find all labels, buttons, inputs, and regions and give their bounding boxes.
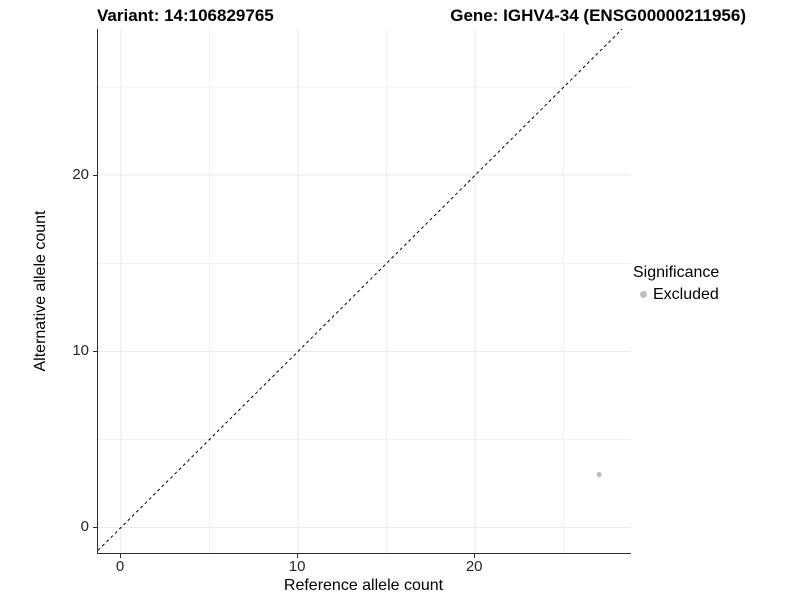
legend-title: Significance: [633, 264, 720, 281]
x-tick-mark: [474, 554, 475, 558]
legend-point-icon: [640, 291, 647, 298]
y-tick-mark: [93, 175, 97, 176]
x-tick-mark: [297, 554, 298, 558]
x-tick-mark: [120, 554, 121, 558]
identity-line: [98, 29, 623, 551]
legend-entries: Excluded: [633, 285, 719, 304]
x-tick-label: 20: [465, 558, 483, 575]
legend: Significance Excluded: [633, 263, 719, 304]
y-tick-label: 20: [72, 166, 89, 184]
plot-title-row: Variant: 14:106829765 Gene: IGHV4-34 (EN…: [97, 6, 746, 26]
y-axis-title: Alternative allele count: [32, 210, 49, 372]
y-tick-mark: [93, 527, 97, 528]
plot-canvas: [98, 29, 631, 553]
x-tick-label: 10: [288, 558, 306, 575]
x-axis-title: Reference allele count: [283, 577, 444, 594]
plot-title-gene: Gene: IGHV4-34 (ENSG00000211956): [450, 6, 746, 25]
y-tick-label: 10: [72, 342, 89, 360]
x-tick-label: 0: [115, 558, 125, 575]
y-tick-mark: [93, 351, 97, 352]
legend-entry-label: Excluded: [653, 286, 719, 303]
data-point-excluded: [596, 472, 602, 478]
y-tick-label: 0: [80, 518, 89, 536]
legend-entry-excluded: Excluded: [633, 285, 719, 304]
plot-title-variant: Variant: 14:106829765: [97, 6, 274, 25]
plot-panel: [97, 29, 631, 554]
